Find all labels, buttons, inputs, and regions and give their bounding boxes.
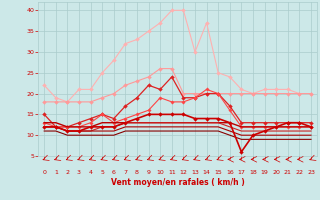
X-axis label: Vent moyen/en rafales ( km/h ): Vent moyen/en rafales ( km/h ) bbox=[111, 178, 244, 187]
